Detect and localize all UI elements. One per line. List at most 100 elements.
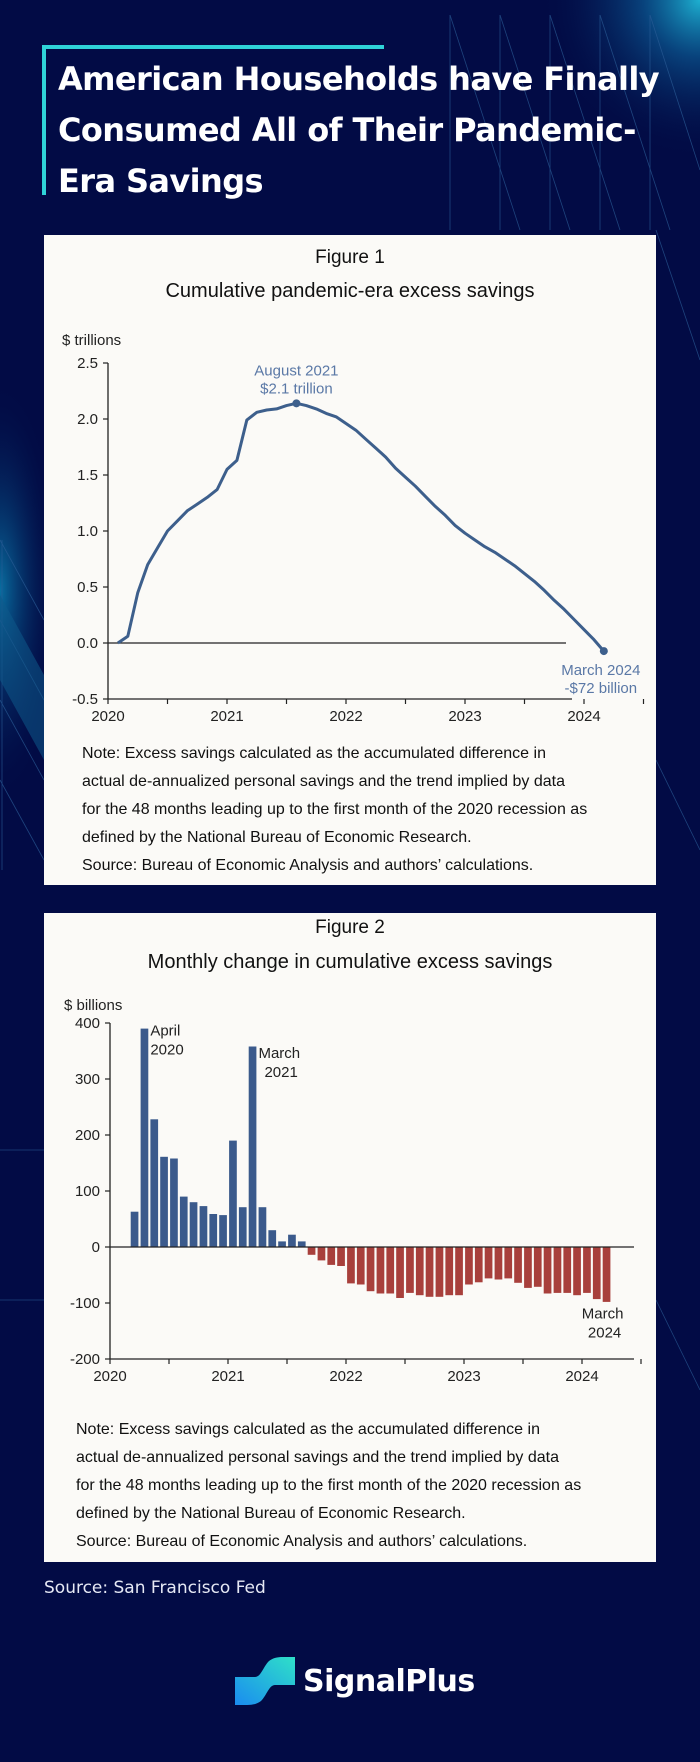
x-tick-label: 2020 [91,708,124,725]
figure-1-title: Cumulative pandemic-era excess savings [165,280,535,302]
bar-negative [307,1247,316,1255]
y-tick-label: -100 [70,1295,100,1312]
annotation-label: $2.1 trillion [260,380,333,397]
bar-positive [258,1207,267,1247]
bar-negative [524,1247,532,1288]
y-tick-label: 0.5 [77,579,98,596]
bar-negative [504,1247,513,1279]
bar-negative [425,1247,434,1297]
y-tick-label: 1.5 [77,467,98,484]
source-line: Source: Bureau of Economic Analysis and … [82,857,534,874]
note-line: Note: Excess savings calculated as the a… [76,1421,540,1438]
figure-2-label: Figure 2 [315,917,385,938]
bar-negative [396,1247,404,1298]
note-line: for the 48 months leading up to the firs… [82,801,588,818]
bar-negative [347,1247,355,1284]
annotation-label: 2021 [264,1064,297,1081]
bar-negative [415,1247,424,1296]
diagonal-lines [0,14,700,1391]
bar-negative [533,1247,542,1287]
bar-negative [445,1247,454,1296]
x-tick-label: 2024 [565,1368,598,1385]
note-line: actual de-annualized personal savings an… [76,1449,559,1466]
x-tick-label: 2021 [211,1368,244,1385]
x-tick-label: 2023 [448,708,481,725]
figure-1-label: Figure 1 [315,247,385,268]
y-tick-label: 2.5 [77,355,98,372]
annotation-label: March [258,1045,300,1062]
annotation-label: -$72 billion [565,680,638,697]
note-line: actual de-annualized personal savings an… [82,773,565,790]
title-accent-bar-top [42,45,384,49]
note-line: for the 48 months leading up to the firs… [76,1477,582,1494]
y-axis-label: $ trillions [62,332,121,349]
annotation-label: March 2024 [561,662,640,679]
bar-positive [199,1206,208,1247]
page-title: American Households have Finally Consume… [58,60,660,200]
title-accent-bar-left [42,45,46,195]
annotation-point [292,399,301,408]
note-line: Note: Excess savings calculated as the a… [82,745,546,762]
note-line: defined by the National Bureau of Econom… [82,829,472,846]
bar-positive [297,1241,306,1247]
bar-negative [474,1247,483,1283]
y-tick-label: -200 [70,1351,100,1368]
x-tick-label: 2023 [447,1368,480,1385]
bar-negative [514,1247,522,1283]
annotation-label: August 2021 [254,362,338,379]
bar-negative [484,1247,493,1279]
y-tick-label: 300 [75,1071,100,1088]
bar-negative [573,1247,581,1296]
x-tick-label: 2021 [210,708,243,725]
bar-negative [435,1247,444,1297]
figure-1-note: Note: Excess savings calculated as the a… [82,740,642,880]
brand-logo: SignalPlus [233,1656,475,1706]
y-tick-label: 200 [75,1127,100,1144]
bar-negative [376,1247,385,1294]
bar-negative [563,1247,572,1293]
y-tick-label: 0 [92,1239,100,1256]
bar-positive [170,1158,178,1247]
x-tick-label: 2022 [329,708,362,725]
bar-negative [366,1247,375,1292]
bar-negative [583,1247,591,1293]
bar-positive [238,1207,247,1247]
y-axis-label: $ billions [64,997,122,1014]
bar-positive [248,1046,257,1247]
y-tick-label: -0.5 [72,691,98,708]
figure-2-note: Note: Excess savings calculated as the a… [76,1416,651,1556]
x-tick-label: 2020 [93,1368,126,1385]
annotation-label: March [582,1306,624,1323]
bar-negative [553,1247,562,1293]
bar-positive [278,1241,286,1247]
bar-negative [386,1247,395,1294]
bar-positive [179,1196,188,1247]
bar-negative [317,1247,326,1261]
bar-positive [209,1214,218,1247]
signalplus-logo-icon [235,1657,295,1705]
bar-positive [219,1215,227,1247]
bar-positive [140,1028,149,1247]
bar-negative [406,1247,414,1293]
accent-band-left [0,595,44,760]
y-tick-label: 0.0 [77,635,98,652]
bar-negative [465,1247,473,1285]
savings-line [117,401,605,653]
brand-name: SignalPlus [303,1663,475,1699]
bar-positive [150,1119,159,1247]
bar-negative [592,1247,601,1300]
bar-positive [160,1156,168,1247]
bar-negative [543,1247,552,1294]
bar-negative [455,1247,463,1296]
page-source: Source: San Francisco Fed [44,1578,266,1598]
x-tick-label: 2022 [329,1368,362,1385]
bar-positive [130,1211,139,1247]
y-tick-label: 100 [75,1183,100,1200]
figure-2-title: Monthly change in cumulative excess savi… [147,951,553,973]
y-tick-label: 2.0 [77,411,98,428]
bar-positive [229,1140,237,1247]
figure-1-card: Figure 1 Cumulative pandemic-era excess … [44,235,656,885]
bar-positive [189,1202,198,1247]
